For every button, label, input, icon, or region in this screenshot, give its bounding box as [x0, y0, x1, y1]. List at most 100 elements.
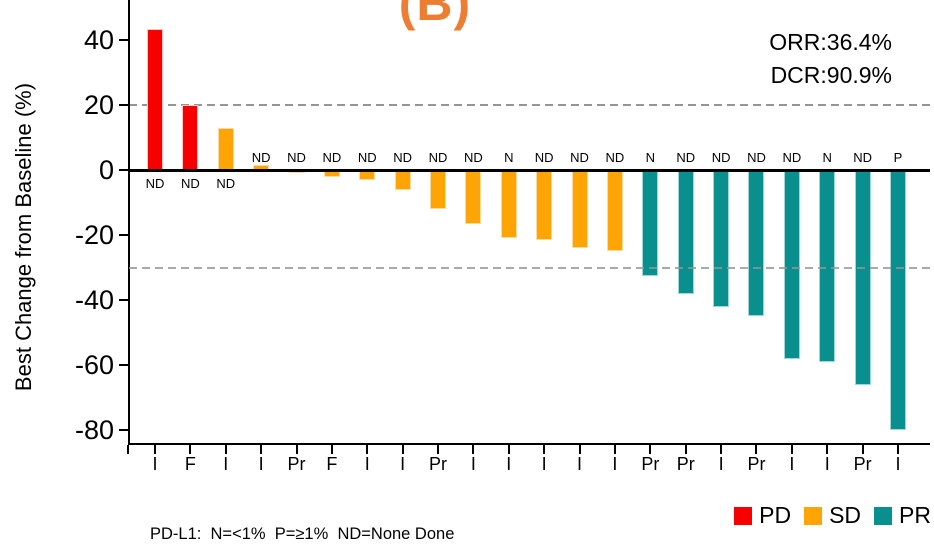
x-axis-tick [790, 445, 793, 454]
imdc-risk-label: Pr [676, 454, 695, 474]
waterfall-bar [536, 170, 553, 240]
pdl1-status-label: ND [782, 150, 802, 165]
footnote-pdl1: PD-L1: N=<1% P=≥1% ND=None Done [150, 525, 455, 543]
pdl1-status-label: ND [534, 150, 554, 165]
imdc-risk-label: I [258, 454, 264, 474]
x-axis-tick [684, 445, 687, 454]
imdc-risk-label: I [470, 454, 476, 474]
waterfall-bar [394, 170, 411, 190]
x-axis-spine [128, 443, 930, 445]
waterfall-bar [713, 170, 730, 307]
zero-baseline-line [128, 168, 930, 172]
footnotes: PD-L1: N=<1% P=≥1% ND=None Done IMDC: F=… [150, 476, 484, 552]
pdl1-status-label: ND [570, 150, 589, 165]
y-axis-tick [119, 234, 128, 236]
x-axis-tick [330, 445, 333, 454]
pdl1-status-label: ND [216, 176, 236, 191]
x-axis-tick [189, 445, 192, 454]
waterfall-bar [430, 170, 447, 209]
y-tick-label: -40 [74, 285, 114, 315]
waterfall-bar [642, 170, 659, 276]
y-tick-label: -60 [74, 350, 114, 380]
pdl1-status-label: P [893, 150, 903, 165]
waterfall-bar [182, 105, 199, 170]
x-axis-tick [507, 445, 510, 454]
orr-value: ORR:36.4% [769, 29, 892, 55]
imdc-risk-label: Pr [429, 454, 448, 474]
y-axis-tick [119, 299, 128, 301]
pdl1-status-label: ND [322, 150, 342, 165]
imdc-risk-label: Pr [853, 454, 872, 474]
x-axis-tick [861, 445, 864, 454]
imdc-risk-label: I [223, 454, 229, 474]
imdc-risk-label: I [400, 454, 406, 474]
imdc-risk-label: Pr [747, 454, 766, 474]
y-tick-label: -20 [74, 220, 114, 250]
imdc-risk-label: I [152, 454, 158, 474]
x-axis-tick [720, 445, 723, 454]
y-tick-label: 0 [98, 155, 114, 185]
imdc-risk-label: I [789, 454, 795, 474]
pdl1-status-label: ND [711, 150, 731, 165]
imdc-risk-label: I [506, 454, 512, 474]
pdl1-status-label: N [504, 150, 514, 165]
x-axis-tick [154, 445, 156, 454]
waterfall-bar [890, 170, 906, 430]
imdc-risk-label: I [824, 454, 830, 474]
waterfall-bar [783, 170, 800, 359]
x-axis-tick [649, 445, 652, 454]
imdc-risk-label: I [577, 454, 583, 474]
legend-label: SD [829, 502, 862, 528]
waterfall-bar [465, 170, 482, 224]
x-axis-tick [755, 445, 758, 454]
pdl1-status-label: ND [464, 150, 483, 165]
x-axis-tick [613, 445, 616, 454]
waterfall-bar [500, 170, 517, 239]
imdc-risk-label: I [541, 454, 547, 474]
y-tick-label: -80 [74, 415, 114, 445]
response-rate-annotation: ORR:36.4% DCR:90.9% [769, 26, 892, 92]
x-axis-tick [578, 445, 581, 454]
y-axis-tick [119, 364, 128, 366]
imdc-risk-label: Pr [641, 454, 660, 474]
pdl1-status-label: ND [180, 176, 200, 191]
waterfall-bar [147, 28, 163, 170]
y-axis-tick [119, 169, 128, 171]
legend-swatch-pr [874, 506, 893, 525]
imdc-risk-label: I [364, 454, 370, 474]
x-axis-tick [897, 445, 899, 454]
y-axis-tick [119, 39, 128, 41]
pdl1-status-label: ND [357, 150, 377, 165]
x-axis-corner-tick [127, 445, 129, 454]
pdl1-status-label: ND [287, 150, 306, 165]
pdl1-status-label: ND [393, 150, 413, 165]
x-axis-tick [543, 445, 546, 454]
legend-item-pd: PD [734, 502, 791, 529]
x-axis-tick [295, 445, 298, 454]
y-tick-label: 40 [83, 25, 114, 55]
reference-line--30 [129, 266, 930, 269]
y-tick-label: 20 [83, 90, 114, 120]
legend-label: PR [899, 502, 931, 528]
waterfall-bar [571, 170, 588, 248]
waterfall-bar [677, 170, 694, 294]
panel-title: (B) [398, 0, 472, 31]
imdc-risk-label: F [184, 454, 196, 474]
pdl1-status-label: ND [853, 150, 872, 165]
reference-line-20 [129, 104, 930, 106]
imdc-risk-label: F [326, 454, 338, 474]
y-axis-title: Best Change from Baseline (%) [11, 82, 36, 392]
imdc-risk-label: I [612, 454, 618, 474]
waterfall-bar [606, 170, 623, 252]
x-axis-tick [224, 445, 227, 454]
legend-item-pr: PR [874, 502, 931, 529]
pdl1-status-label: N [645, 150, 656, 165]
x-axis-tick [826, 445, 829, 454]
x-axis-tick [401, 445, 404, 454]
legend-label: PD [759, 502, 792, 528]
pdl1-status-label: ND [605, 150, 625, 165]
x-axis-tick [437, 445, 440, 454]
waterfall-bar [217, 127, 234, 170]
x-axis-tick [472, 445, 475, 454]
